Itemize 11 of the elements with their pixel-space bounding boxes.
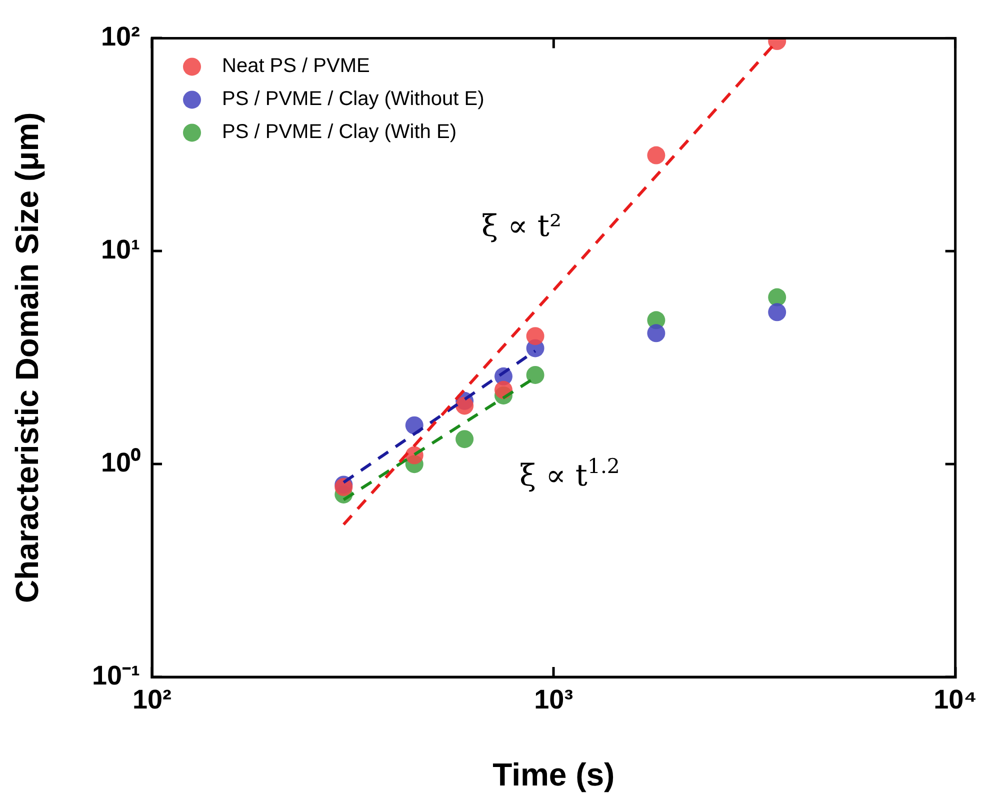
- legend-label: PS / PVME / Clay (With E): [222, 121, 456, 144]
- annotation: ξ ∝ t²: [482, 209, 562, 244]
- y-tick-label: 10²: [100, 22, 140, 52]
- y-axis-title: Characteristic Domain Size (μm): [9, 112, 46, 604]
- x-tick-label: 10⁴: [934, 684, 977, 715]
- legend-label: PS / PVME / Clay (Without E): [222, 88, 484, 110]
- x-tick-label: 10³: [534, 684, 574, 715]
- legend-label: Neat PS / PVME: [222, 55, 370, 78]
- y-tick-label: 10⁰: [100, 448, 141, 478]
- y-tick-label: 10¹: [100, 234, 140, 265]
- x-axis-title: Time (s): [492, 756, 615, 793]
